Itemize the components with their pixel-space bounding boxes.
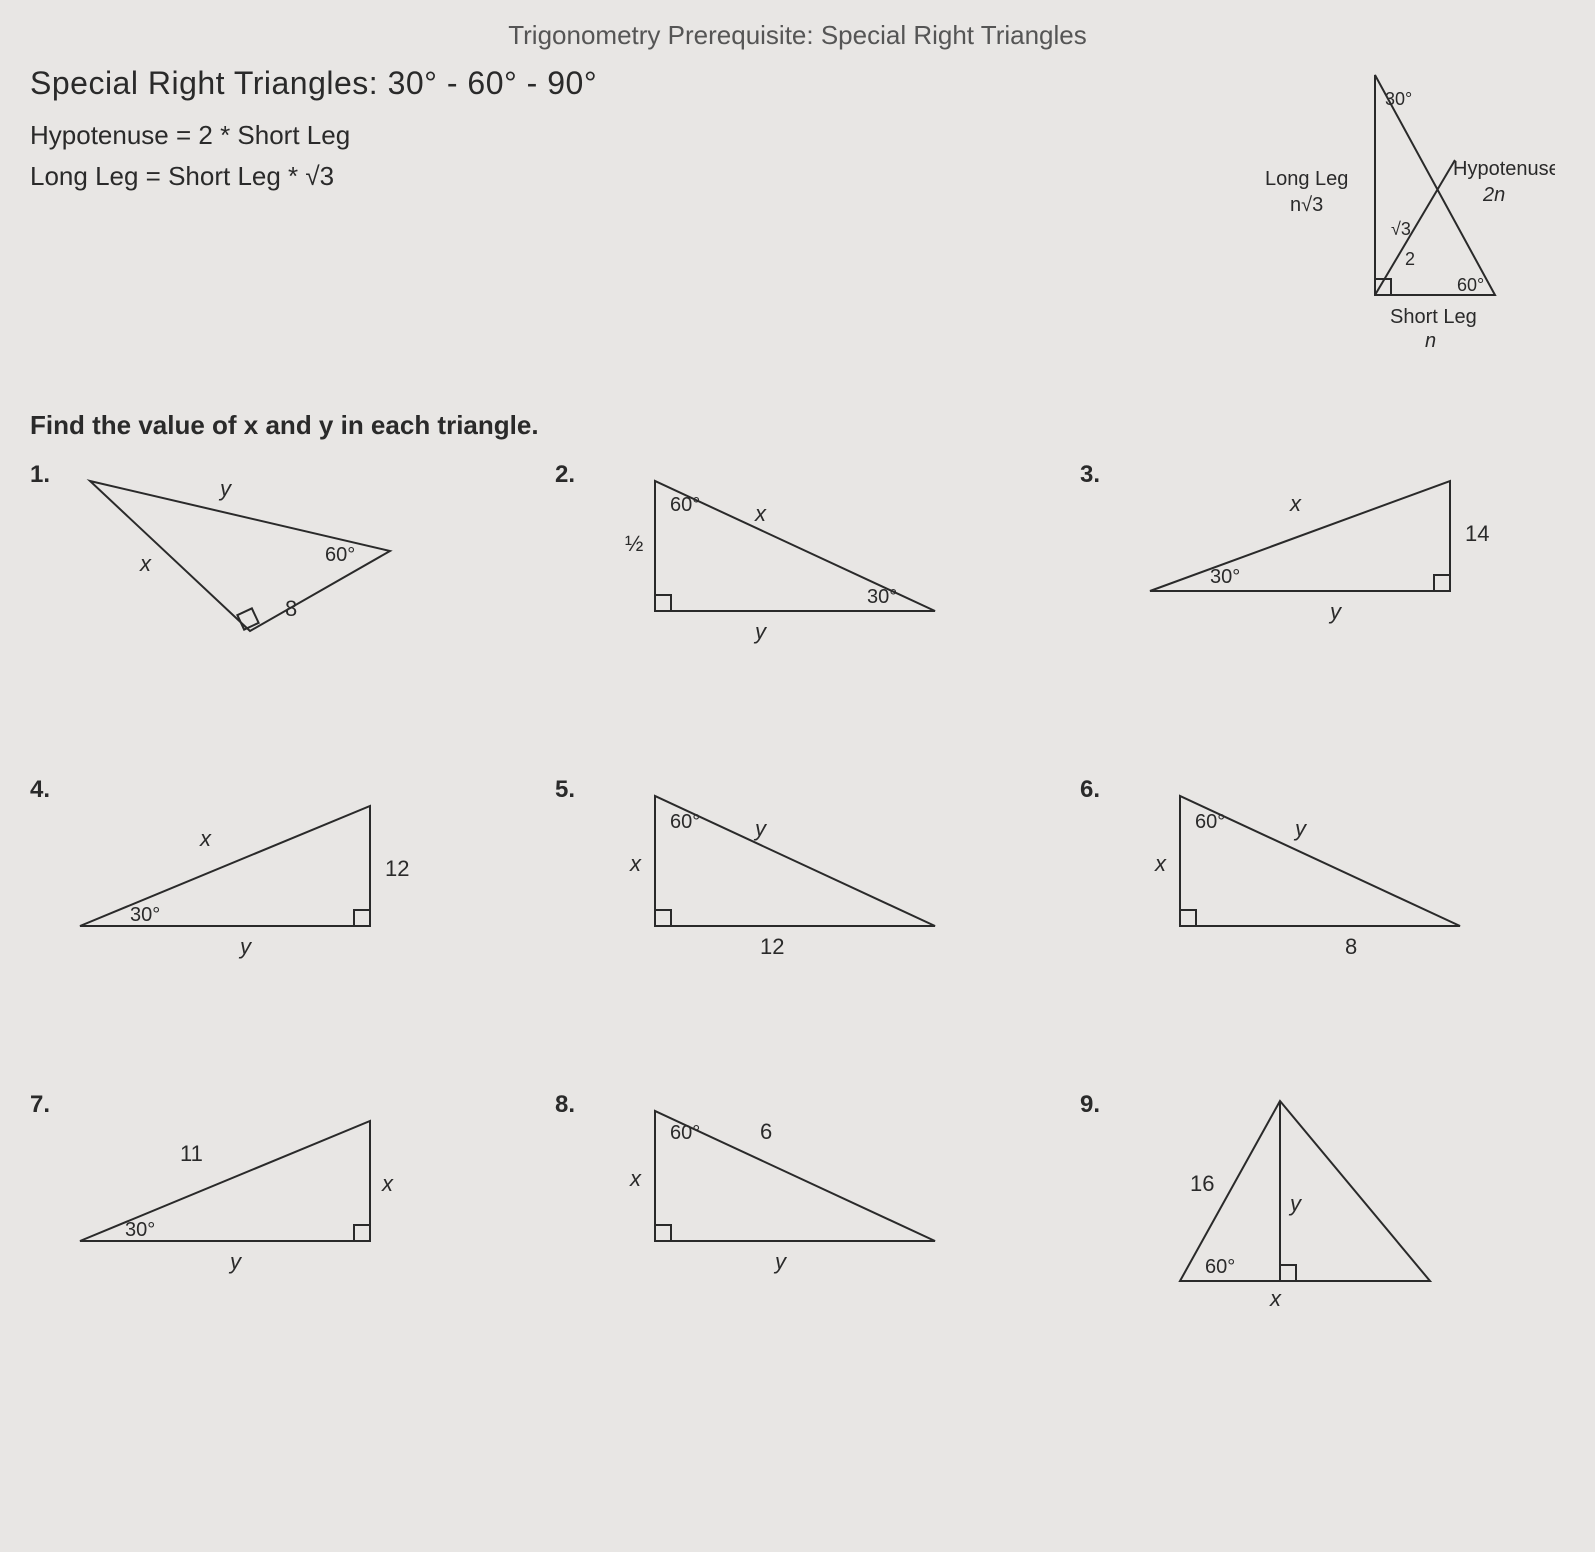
p5-y: y [753, 816, 768, 841]
p9-val: 16 [1190, 1171, 1214, 1196]
problems-grid: 1. y x 60° 8 2. 60° x ½ 30° y [30, 461, 1565, 1316]
problem-6: 6. 60° y x 8 [1080, 776, 1565, 971]
p7-angle: 30° [125, 1219, 155, 1241]
formula-long-leg-prefix: Long Leg = Short Leg * [30, 161, 305, 191]
ref-short-leg-val: n [1425, 330, 1436, 352]
p8-top-angle: 60° [670, 1122, 700, 1144]
main-title: Special Right Triangles: 30° - 60° - 90° [30, 65, 1185, 102]
p6-top-angle: 60° [1195, 811, 1225, 833]
ref-hyp-label: Hypotenuse [1453, 158, 1555, 180]
problem-number: 8. [555, 1091, 575, 1119]
p8-y: y [773, 1249, 788, 1274]
problem-number: 7. [30, 1091, 50, 1119]
p6-val: 8 [1345, 934, 1357, 959]
p3-angle: 30° [1210, 566, 1240, 588]
p1-angle: 60° [325, 544, 355, 566]
p2-bottom-angle: 30° [867, 586, 897, 608]
problem-8: 8. 60° 6 x y [555, 1091, 1040, 1316]
p9-y: y [1288, 1191, 1303, 1216]
formulas-block: Special Right Triangles: 30° - 60° - 90°… [30, 65, 1185, 202]
ref-long-leg-val: n√3 [1290, 194, 1323, 216]
formula-long-leg: Long Leg = Short Leg * √3 [30, 161, 1185, 192]
p7-val: 11 [180, 1141, 203, 1166]
problem-number: 9. [1080, 1091, 1100, 1119]
p5-x: x [629, 851, 642, 876]
formula-hypotenuse: Hypotenuse = 2 * Short Leg [30, 120, 1185, 151]
p3-val: 14 [1465, 521, 1489, 546]
problem-5: 5. 60° y x 12 [555, 776, 1040, 971]
ref-long-leg-label: Long Leg [1265, 168, 1348, 190]
p9-x: x [1269, 1286, 1282, 1311]
problem-number: 6. [1080, 776, 1100, 804]
p4-angle: 30° [130, 904, 160, 926]
p7-y: y [228, 1249, 243, 1274]
p6-y: y [1293, 816, 1308, 841]
problem-1: 1. y x 60° 8 [30, 461, 515, 656]
p9-angle: 60° [1205, 1256, 1235, 1278]
ref-inner-2: 2 [1405, 249, 1415, 269]
ref-bottom-angle: 60° [1457, 275, 1484, 295]
p1-y: y [218, 476, 233, 501]
problem-2: 2. 60° x ½ 30° y [555, 461, 1040, 656]
header-subtitle: Trigonometry Prerequisite: Special Right… [30, 20, 1565, 51]
problem-number: 4. [30, 776, 50, 804]
problem-number: 5. [555, 776, 575, 804]
problem-9: 9. 16 y 60° x [1080, 1091, 1565, 1316]
formula-long-leg-sqrt: √3 [305, 161, 334, 191]
p2-half: ½ [625, 531, 643, 556]
ref-hyp-val: 2n [1482, 184, 1505, 206]
p5-val: 12 [760, 934, 784, 959]
problem-number: 2. [555, 461, 575, 489]
p4-x: x [199, 826, 212, 851]
p3-x: x [1289, 491, 1302, 516]
p2-top-angle: 60° [670, 494, 700, 516]
p2-x: x [754, 501, 767, 526]
problem-7: 7. 11 x 30° y [30, 1091, 515, 1316]
reference-diagram: 30° 60° Long Leg n√3 Hypotenuse 2n √3 2 … [1185, 65, 1565, 370]
ref-top-angle: 30° [1385, 89, 1412, 109]
p8-x: x [629, 1166, 642, 1191]
p4-y: y [238, 934, 253, 959]
p7-x: x [381, 1171, 394, 1196]
problem-number: 3. [1080, 461, 1100, 489]
problem-3: 3. x 14 30° y [1080, 461, 1565, 656]
p4-val: 12 [385, 856, 409, 881]
ref-short-leg-label: Short Leg [1390, 306, 1477, 328]
problem-4: 4. x 12 30° y [30, 776, 515, 971]
p8-val: 6 [760, 1119, 772, 1144]
p3-y: y [1328, 599, 1343, 624]
p1-val: 8 [285, 596, 297, 621]
p6-x: x [1154, 851, 1167, 876]
p5-top-angle: 60° [670, 811, 700, 833]
ref-inner-sqrt: √3 [1391, 219, 1411, 239]
p1-x: x [139, 551, 152, 576]
problem-number: 1. [30, 461, 50, 489]
instruction-text: Find the value of x and y in each triang… [30, 410, 1565, 441]
top-row: Special Right Triangles: 30° - 60° - 90°… [30, 65, 1565, 370]
p2-y: y [753, 619, 768, 644]
